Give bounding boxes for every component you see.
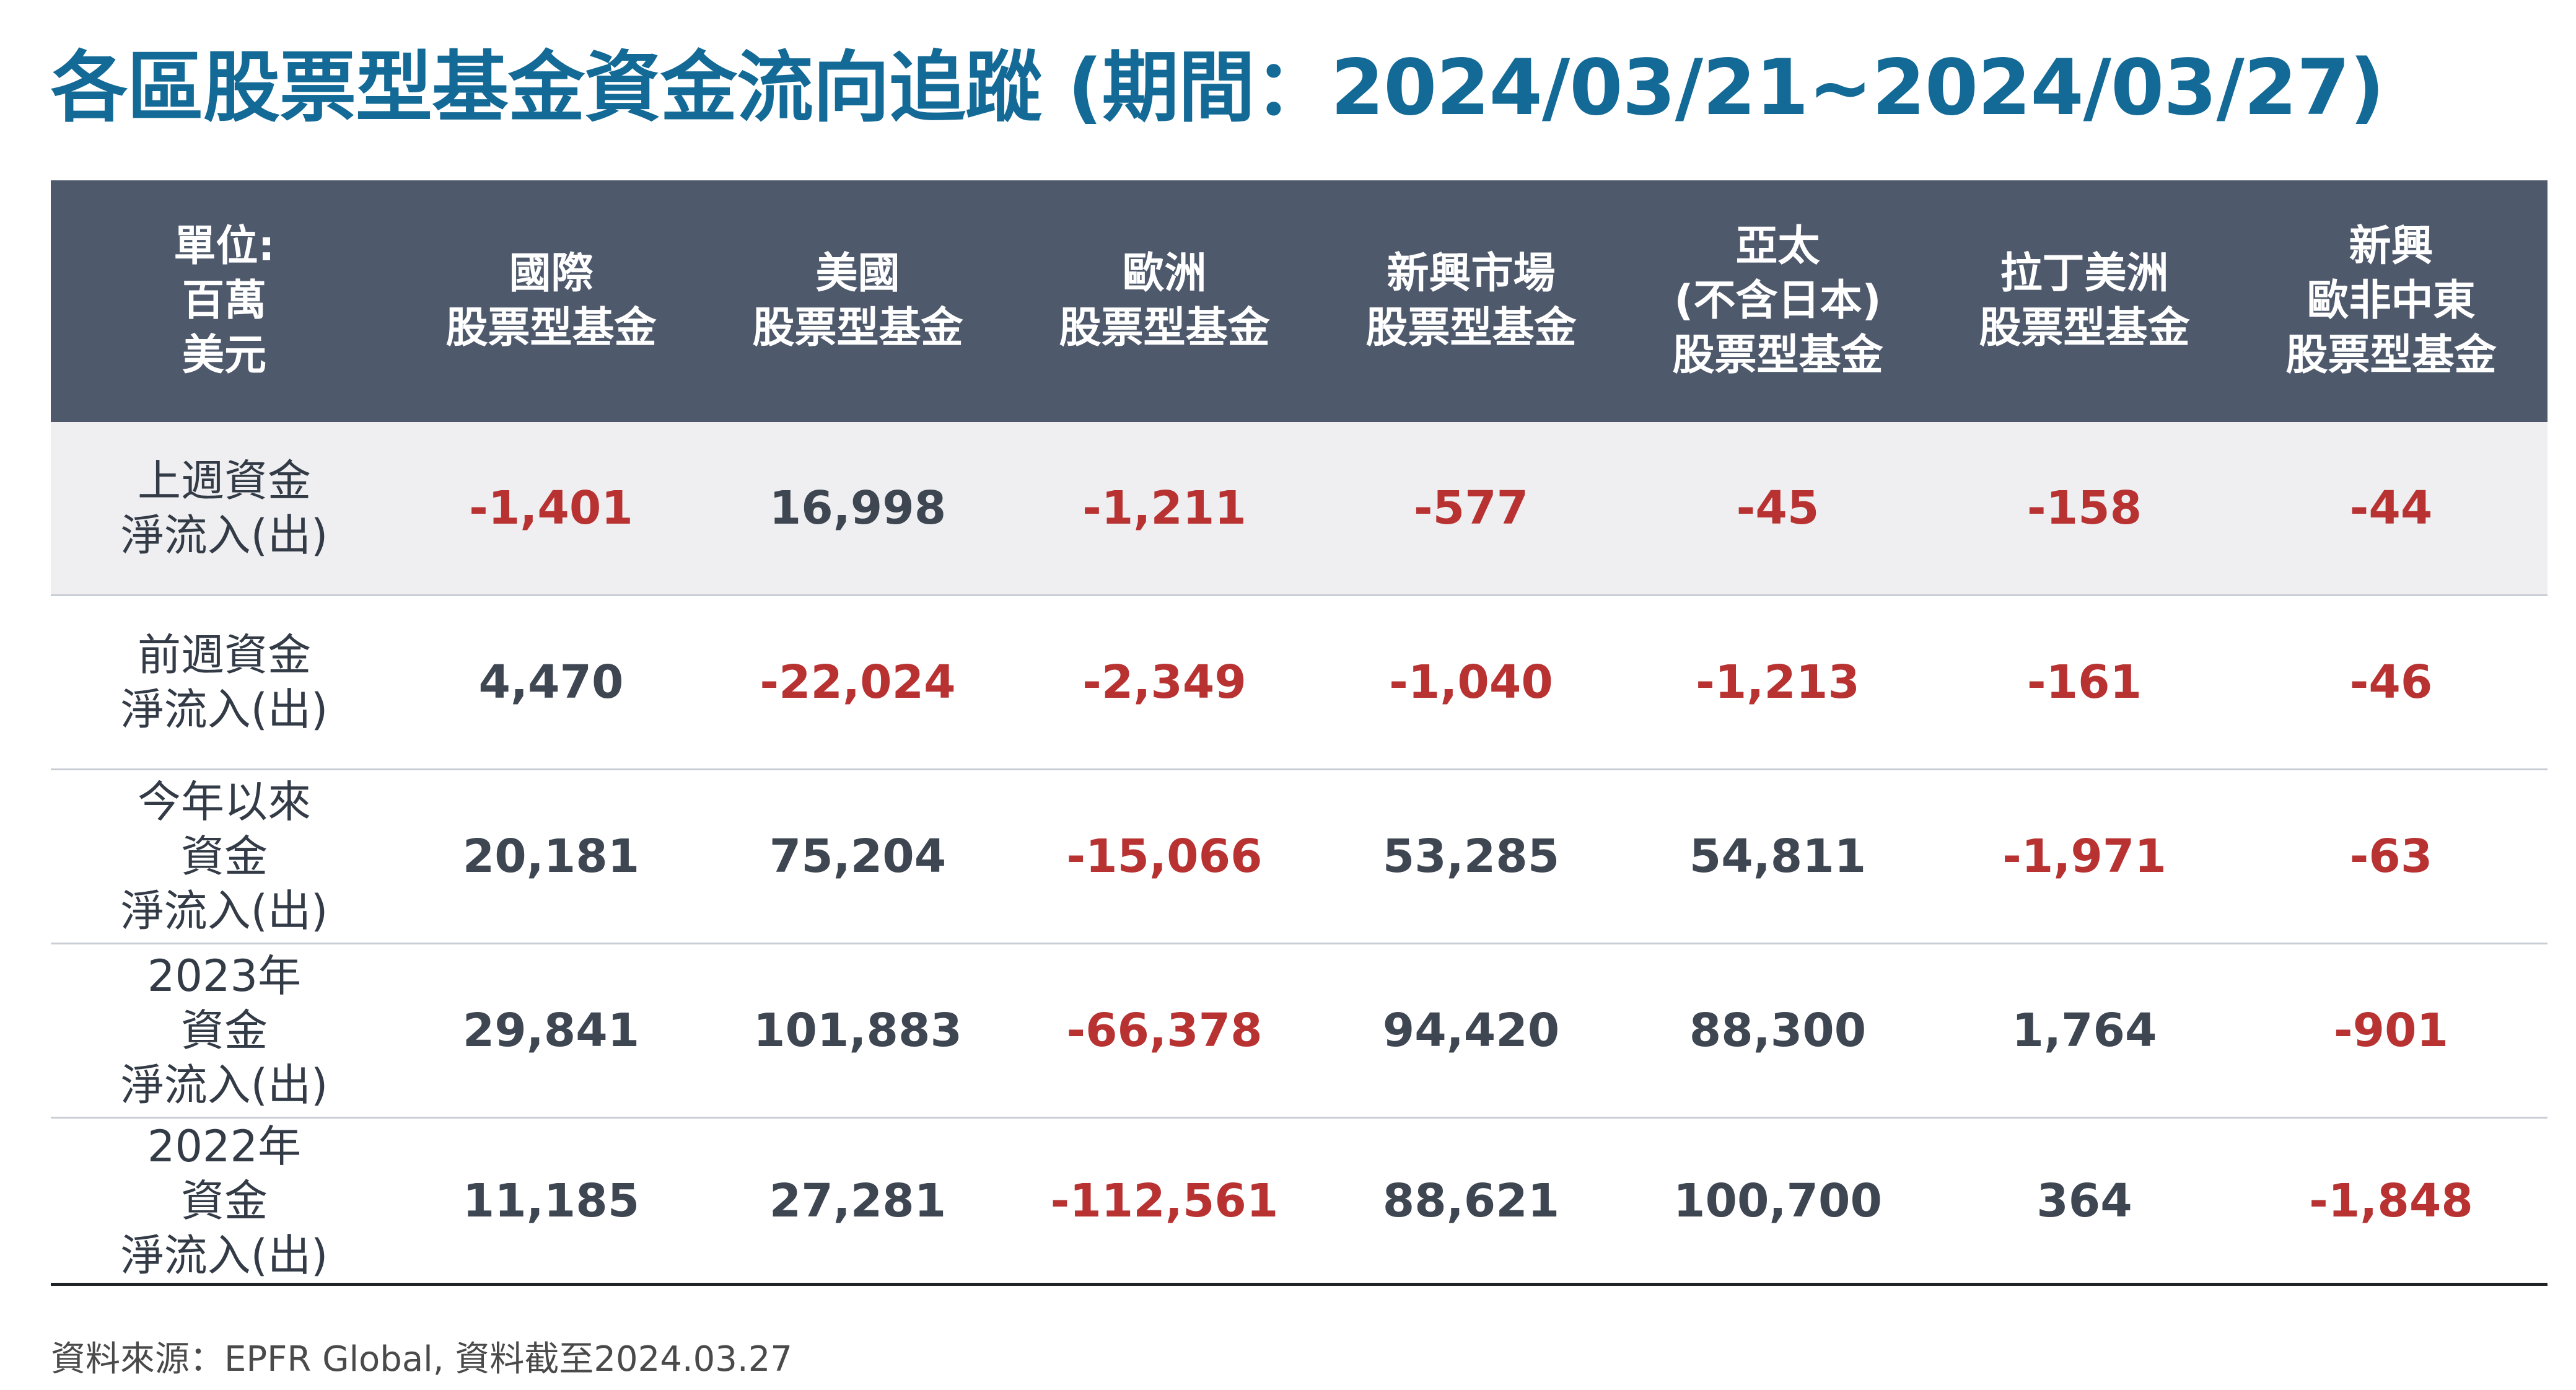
table-row: 前週資金 淨流入(出) 4,470 -22,024 -2,349 -1,040 -1,21… (51, 596, 2548, 770)
value-cell: -112,561 (1050, 1174, 1279, 1228)
fund-flow-table: 單位: 百萬 美元 國際 股票型基金 美國 股票型基金 歐洲 股票型基金 新興市… (51, 180, 2548, 1286)
row-label: 2022年 資金 淨流入(出) (120, 1120, 328, 1281)
table-header: 單位: 百萬 美元 國際 股票型基金 美國 股票型基金 歐洲 股票型基金 新興市… (51, 180, 2548, 422)
value-cell: -1,040 (1389, 656, 1553, 709)
value-cell: -901 (2333, 1004, 2449, 1057)
row-label: 2023年 資金 淨流入(出) (120, 951, 328, 1111)
value-cell: -2,349 (1082, 656, 1246, 709)
value-cell: -1,211 (1082, 482, 1246, 535)
value-cell: -66,378 (1066, 1004, 1263, 1057)
value-cell: -63 (2349, 830, 2433, 883)
value-cell: -46 (2349, 656, 2433, 709)
value-cell: -1,971 (2002, 830, 2166, 883)
value-cell: 54,811 (1689, 830, 1867, 883)
value-cell: -577 (1413, 482, 1529, 535)
column-header-asia-pacific: 亞太 (不含日本) 股票型基金 (1672, 222, 1883, 380)
value-cell: 364 (2036, 1174, 2132, 1228)
value-cell: -1,401 (469, 482, 633, 535)
value-cell: 4,470 (478, 656, 624, 709)
column-header-emerging: 新興市場 股票型基金 (1365, 249, 1577, 353)
column-header-europe: 歐洲 股票型基金 (1059, 249, 1270, 353)
value-cell: -22,024 (760, 656, 956, 709)
value-cell: 1,764 (2012, 1004, 2157, 1057)
value-cell: 100,700 (1673, 1174, 1883, 1228)
value-cell: -45 (1736, 482, 1820, 535)
row-label: 今年以來 資金 淨流入(出) (120, 776, 328, 936)
value-cell: -158 (2026, 482, 2142, 535)
value-cell: 88,300 (1689, 1004, 1867, 1057)
value-cell: -44 (2349, 482, 2433, 535)
table-body: 上週資金 淨流入(出) -1,401 16,998 -1,211 -577 -45 -158… (51, 422, 2548, 1286)
column-header-latin-america: 拉丁美洲 股票型基金 (1979, 249, 2190, 353)
value-cell: 88,621 (1382, 1174, 1560, 1228)
table-row: 上週資金 淨流入(出) -1,401 16,998 -1,211 -577 -45 -158… (51, 422, 2548, 596)
unit-header: 單位: 百萬 美元 (173, 222, 275, 380)
value-cell: 94,420 (1382, 1004, 1560, 1057)
value-cell: 27,281 (769, 1174, 947, 1228)
value-cell: 75,204 (769, 830, 947, 883)
value-cell: 29,841 (462, 1004, 640, 1057)
row-label: 前週資金 淨流入(出) (120, 630, 328, 735)
value-cell: -161 (2026, 656, 2142, 709)
column-header-us: 美國 股票型基金 (752, 249, 963, 353)
table-row: 今年以來 資金 淨流入(出) 20,181 75,204 -15,066 53,285 5… (51, 770, 2548, 944)
table-row: 2022年 資金 淨流入(出) 11,185 27,281 -112,561 88,62… (51, 1119, 2548, 1286)
column-header-emea: 新興 歐非中東 股票型基金 (2285, 222, 2497, 380)
value-cell: -15,066 (1066, 830, 1263, 883)
value-cell: 53,285 (1382, 830, 1560, 883)
value-cell: -1,213 (1696, 656, 1860, 709)
value-cell: 11,185 (462, 1174, 640, 1228)
value-cell: 20,181 (462, 830, 640, 883)
column-header-global: 國際 股票型基金 (445, 249, 657, 353)
source-note: 資料來源：EPFR Global, 資料截至2024.03.27 (51, 1339, 792, 1379)
value-cell: 16,998 (769, 482, 947, 535)
table-row: 2023年 資金 淨流入(出) 29,841 101,883 -66,378 94,42… (51, 944, 2548, 1119)
value-cell: 101,883 (753, 1004, 963, 1057)
row-label: 上週資金 淨流入(出) (120, 455, 328, 561)
value-cell: -1,848 (2309, 1174, 2473, 1228)
page-title: 各區股票型基金資金流向追蹤 (期間：2024/03/21~2024/03/27) (51, 43, 2385, 133)
